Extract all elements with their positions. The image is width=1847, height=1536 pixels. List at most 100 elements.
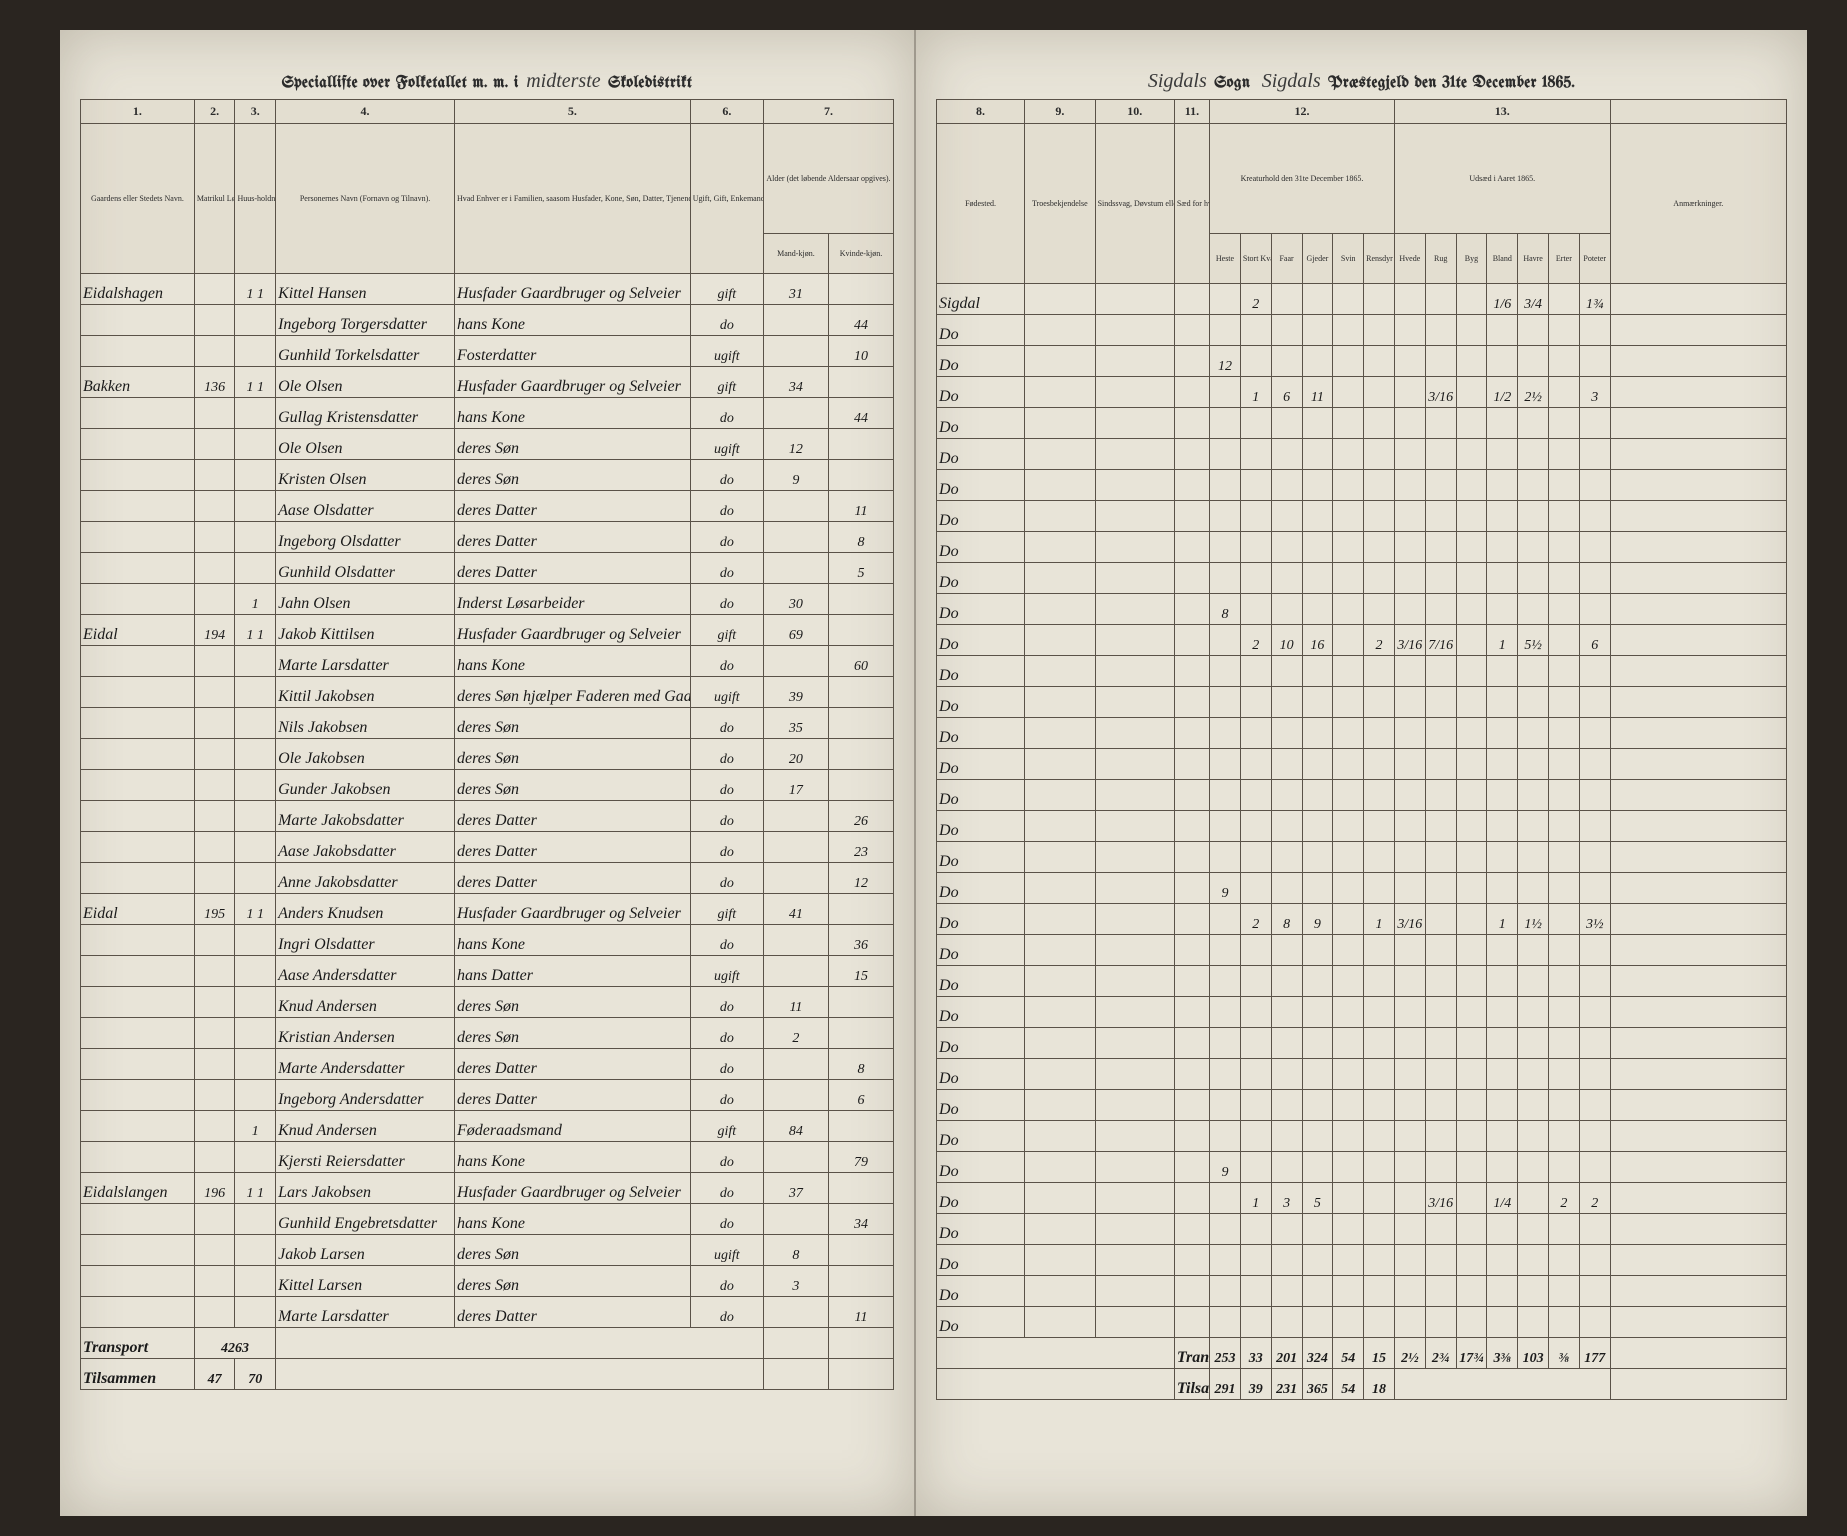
name-cell: Lars Jakobsen	[276, 1173, 455, 1204]
birth-cell: Do	[937, 1183, 1025, 1214]
tilsammen-row-left: Tilsammen 47 70	[81, 1359, 894, 1390]
table-row: Do	[937, 1028, 1787, 1059]
hh-cell	[235, 1142, 276, 1173]
k-cell	[1333, 532, 1364, 563]
k-cell	[1240, 1090, 1271, 1121]
mat-cell: 136	[194, 367, 235, 398]
k-cell: 9	[1302, 904, 1333, 935]
u-cell	[1549, 656, 1580, 687]
u-cell	[1549, 1214, 1580, 1245]
k-cell	[1210, 997, 1241, 1028]
seed-cell	[1174, 377, 1209, 408]
table-row: Do	[937, 966, 1787, 997]
name-cell: Kjersti Reiersdatter	[276, 1142, 455, 1173]
u-cell	[1549, 1276, 1580, 1307]
dis-cell	[1095, 842, 1174, 873]
u-cell	[1394, 780, 1425, 811]
u-cell	[1579, 1245, 1610, 1276]
mar-cell: do	[690, 708, 763, 739]
u-cell	[1456, 377, 1487, 408]
mat-cell	[194, 491, 235, 522]
mat-cell	[194, 584, 235, 615]
table-row: Do	[937, 842, 1787, 873]
name-cell: Anders Knudsen	[276, 894, 455, 925]
place-cell	[81, 1266, 195, 1297]
name-cell: Ole Olsen	[276, 367, 455, 398]
k-cell	[1364, 1214, 1395, 1245]
u-cell	[1456, 284, 1487, 315]
u-cell	[1518, 1121, 1549, 1152]
u-cell	[1394, 1121, 1425, 1152]
mat-cell	[194, 1142, 235, 1173]
birth-cell: Do	[937, 811, 1025, 842]
u-cell	[1425, 1121, 1456, 1152]
rel-cell: Husfader Gaardbruger og Selveier	[454, 894, 690, 925]
dis-cell	[1095, 1214, 1174, 1245]
place-cell	[81, 708, 195, 739]
remark-cell	[1610, 284, 1786, 315]
seed-cell	[1174, 594, 1209, 625]
age-f-cell	[828, 739, 893, 770]
dis-cell	[1095, 687, 1174, 718]
u-cell	[1487, 501, 1518, 532]
k-cell	[1210, 1090, 1241, 1121]
u-cell	[1425, 439, 1456, 470]
k-cell	[1271, 563, 1302, 594]
remark-cell	[1610, 1307, 1786, 1338]
k-cell	[1364, 501, 1395, 532]
mar-cell: do	[690, 801, 763, 832]
k-cell	[1302, 1121, 1333, 1152]
u-cell	[1549, 687, 1580, 718]
u-cell	[1456, 439, 1487, 470]
u-cell	[1579, 842, 1610, 873]
k-cell	[1210, 315, 1241, 346]
u-cell	[1456, 625, 1487, 656]
u-cell	[1518, 997, 1549, 1028]
k-cell	[1364, 656, 1395, 687]
faith-cell	[1025, 284, 1095, 315]
table-row: Ingeborg Torgersdatterhans Konedo44	[81, 305, 894, 336]
u-cell	[1549, 346, 1580, 377]
mar-cell: gift	[690, 615, 763, 646]
u-cell: 1/2	[1487, 377, 1518, 408]
remark-cell	[1610, 532, 1786, 563]
seed-cell	[1174, 687, 1209, 718]
seed-cell	[1174, 408, 1209, 439]
k-cell	[1271, 408, 1302, 439]
k-cell	[1240, 1059, 1271, 1090]
place-cell	[81, 677, 195, 708]
mat-cell	[194, 1235, 235, 1266]
faith-cell	[1025, 842, 1095, 873]
rel-cell: hans Kone	[454, 1142, 690, 1173]
name-cell: Ingeborg Torgersdatter	[276, 305, 455, 336]
k-cell	[1302, 346, 1333, 377]
u-cell	[1579, 315, 1610, 346]
k-cell: 9	[1210, 1152, 1241, 1183]
faith-cell	[1025, 904, 1095, 935]
hh-cell	[235, 429, 276, 460]
table-row: Knud Andersenderes Søndo11	[81, 987, 894, 1018]
k-cell	[1240, 687, 1271, 718]
u-cell	[1549, 749, 1580, 780]
remark-cell	[1610, 625, 1786, 656]
rel-cell: Husfader Gaardbruger og Selveier	[454, 367, 690, 398]
table-row: Kristian Andersenderes Søndo2	[81, 1018, 894, 1049]
u-cell: 3	[1579, 377, 1610, 408]
u-cell	[1456, 842, 1487, 873]
k-cell	[1364, 284, 1395, 315]
table-row: Sigdal21/63/41¾	[937, 284, 1787, 315]
hh-cell	[235, 553, 276, 584]
remark-cell	[1610, 1245, 1786, 1276]
u-cell	[1425, 656, 1456, 687]
mat-cell	[194, 305, 235, 336]
table-row: Do9	[937, 1152, 1787, 1183]
u-cell	[1425, 904, 1456, 935]
k-cell	[1271, 687, 1302, 718]
place-cell: Eidal	[81, 615, 195, 646]
u-cell	[1487, 811, 1518, 842]
table-row: Do	[937, 1214, 1787, 1245]
u-cell	[1394, 563, 1425, 594]
u-cell	[1394, 749, 1425, 780]
u-cell	[1456, 904, 1487, 935]
name-cell: Kristian Andersen	[276, 1018, 455, 1049]
